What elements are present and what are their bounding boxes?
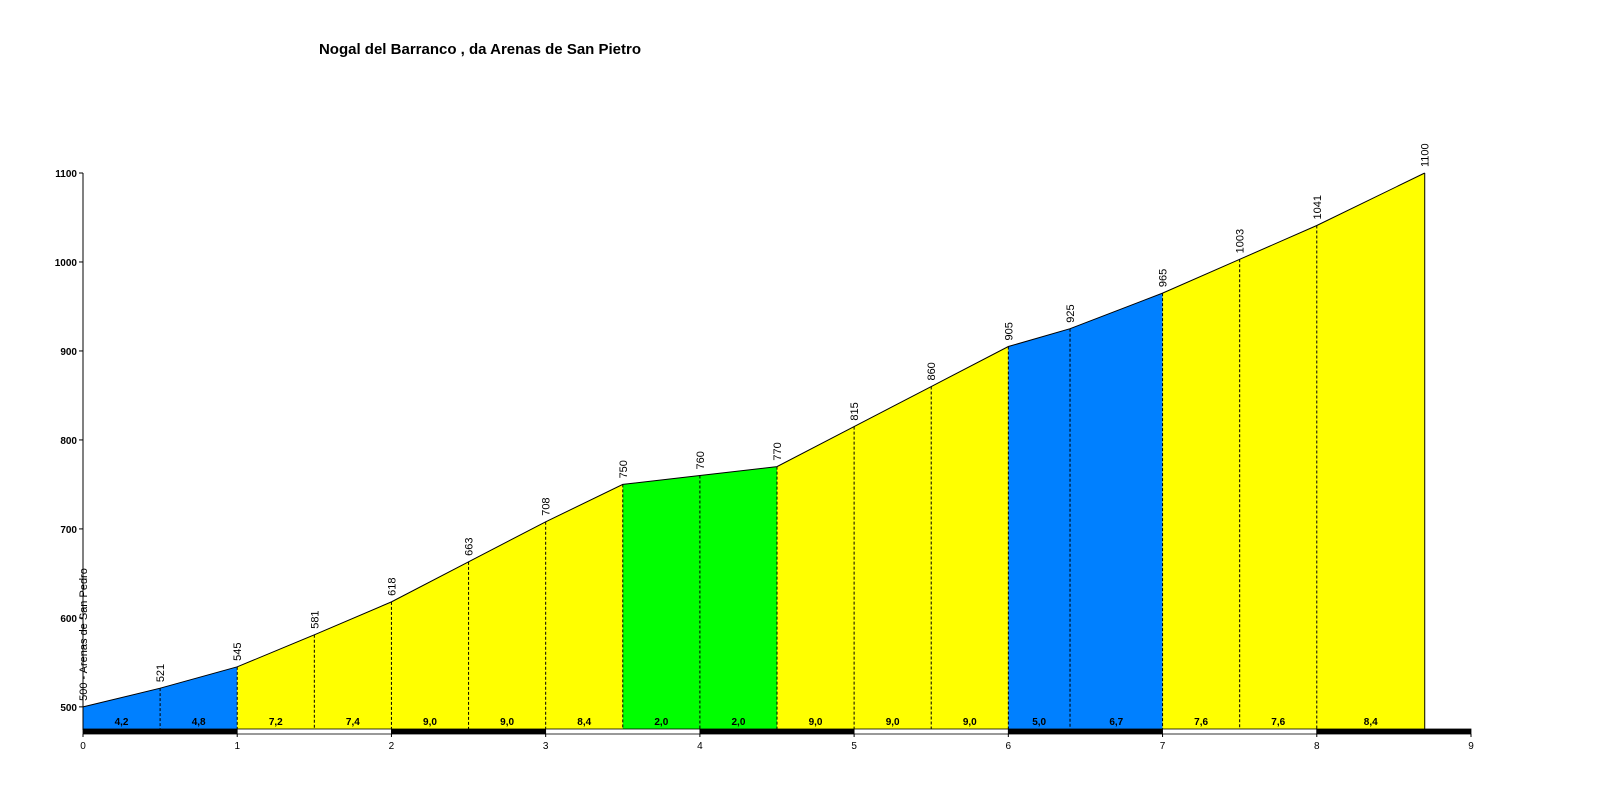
km-bar bbox=[545, 728, 701, 735]
elevation-label: 545 bbox=[232, 642, 244, 660]
gradient-label: 9,0 bbox=[886, 717, 900, 728]
gradient-label: 8,4 bbox=[1364, 717, 1378, 728]
km-bar bbox=[1007, 728, 1163, 735]
segment-area bbox=[854, 386, 932, 730]
x-tick-label: 0 bbox=[80, 741, 86, 752]
segment-area bbox=[777, 426, 855, 730]
x-tick-label: 7 bbox=[1160, 741, 1166, 752]
gradient-label: 9,0 bbox=[500, 717, 514, 728]
gradient-label: 4,8 bbox=[192, 717, 206, 728]
elevation-label: 581 bbox=[309, 610, 321, 628]
km-bar bbox=[236, 728, 392, 735]
gradient-label: 7,6 bbox=[1271, 717, 1285, 728]
elevation-label: 760 bbox=[695, 451, 707, 469]
segment-area bbox=[1316, 173, 1425, 730]
x-tick-label: 3 bbox=[543, 741, 549, 752]
km-bar bbox=[391, 728, 547, 735]
elevation-label: 905 bbox=[1003, 322, 1015, 340]
gradient-label: 5,0 bbox=[1032, 717, 1046, 728]
elevation-label: 815 bbox=[849, 402, 861, 420]
gradient-label: 9,0 bbox=[963, 717, 977, 728]
x-tick-label: 9 bbox=[1468, 741, 1474, 752]
km-bar bbox=[1162, 728, 1318, 735]
elevation-label: 500 - Arenas de San Pedro bbox=[78, 568, 90, 701]
x-tick-label: 2 bbox=[389, 741, 395, 752]
elevation-label: 521 bbox=[155, 664, 167, 682]
x-tick-label: 8 bbox=[1314, 741, 1320, 752]
y-tick-label: 800 bbox=[60, 436, 77, 447]
km-bar bbox=[82, 728, 238, 735]
segment-area bbox=[622, 475, 700, 730]
gradient-label: 7,2 bbox=[269, 717, 283, 728]
segment-area bbox=[160, 666, 238, 730]
gradient-label: 8,4 bbox=[577, 717, 591, 728]
segment-area bbox=[1239, 225, 1317, 730]
elevation-label: 1041 bbox=[1312, 195, 1324, 219]
segment-area bbox=[1070, 293, 1163, 730]
segment-area bbox=[314, 601, 392, 730]
elevation-label: 708 bbox=[541, 497, 553, 515]
elevation-label: 663 bbox=[464, 537, 476, 555]
segment-area bbox=[83, 688, 161, 730]
profile-line bbox=[82, 172, 1425, 708]
gradient-label: 2,0 bbox=[731, 717, 745, 728]
y-tick-label: 900 bbox=[60, 347, 77, 358]
y-tick-label: 1100 bbox=[55, 169, 77, 180]
elevation-label: 1003 bbox=[1235, 229, 1247, 253]
x-tick-label: 4 bbox=[697, 741, 703, 752]
y-tick-label: 500 bbox=[60, 703, 77, 714]
km-bar bbox=[853, 728, 1009, 735]
segment-area bbox=[1008, 328, 1071, 730]
segment-area bbox=[545, 484, 623, 730]
gradient-label: 2,0 bbox=[654, 717, 668, 728]
segment-area bbox=[699, 466, 777, 730]
segment-area bbox=[468, 521, 546, 730]
x-tick-label: 1 bbox=[234, 741, 240, 752]
elevation-label: 750 bbox=[618, 460, 630, 478]
gradient-label: 7,6 bbox=[1194, 717, 1208, 728]
x-tick-label: 6 bbox=[1006, 741, 1012, 752]
elevation-label: 618 bbox=[386, 578, 398, 596]
segment-area bbox=[931, 346, 1009, 730]
y-tick-label: 1000 bbox=[55, 258, 78, 269]
segment-area bbox=[391, 561, 469, 730]
gradient-label: 4,2 bbox=[115, 717, 129, 728]
y-tick-label: 700 bbox=[60, 525, 77, 536]
elevation-label: 860 bbox=[926, 362, 938, 380]
gradient-label: 7,4 bbox=[346, 717, 360, 728]
chart-title: Nogal del Barranco , da Arenas de San Pi… bbox=[319, 41, 641, 58]
km-bar bbox=[1316, 728, 1472, 735]
y-tick-label: 600 bbox=[60, 614, 77, 625]
elevation-label: 1100 bbox=[1420, 143, 1432, 167]
elevation-label: 965 bbox=[1158, 269, 1170, 287]
elevation-label: 925 bbox=[1065, 304, 1077, 322]
gradient-label: 9,0 bbox=[423, 717, 437, 728]
x-tick-label: 5 bbox=[851, 741, 857, 752]
gradient-label: 9,0 bbox=[809, 717, 823, 728]
segment-area bbox=[1162, 259, 1240, 730]
gradient-label: 6,7 bbox=[1109, 717, 1123, 728]
elevation-label: 770 bbox=[772, 442, 784, 460]
segment-area bbox=[237, 634, 315, 730]
km-bar bbox=[699, 728, 855, 735]
